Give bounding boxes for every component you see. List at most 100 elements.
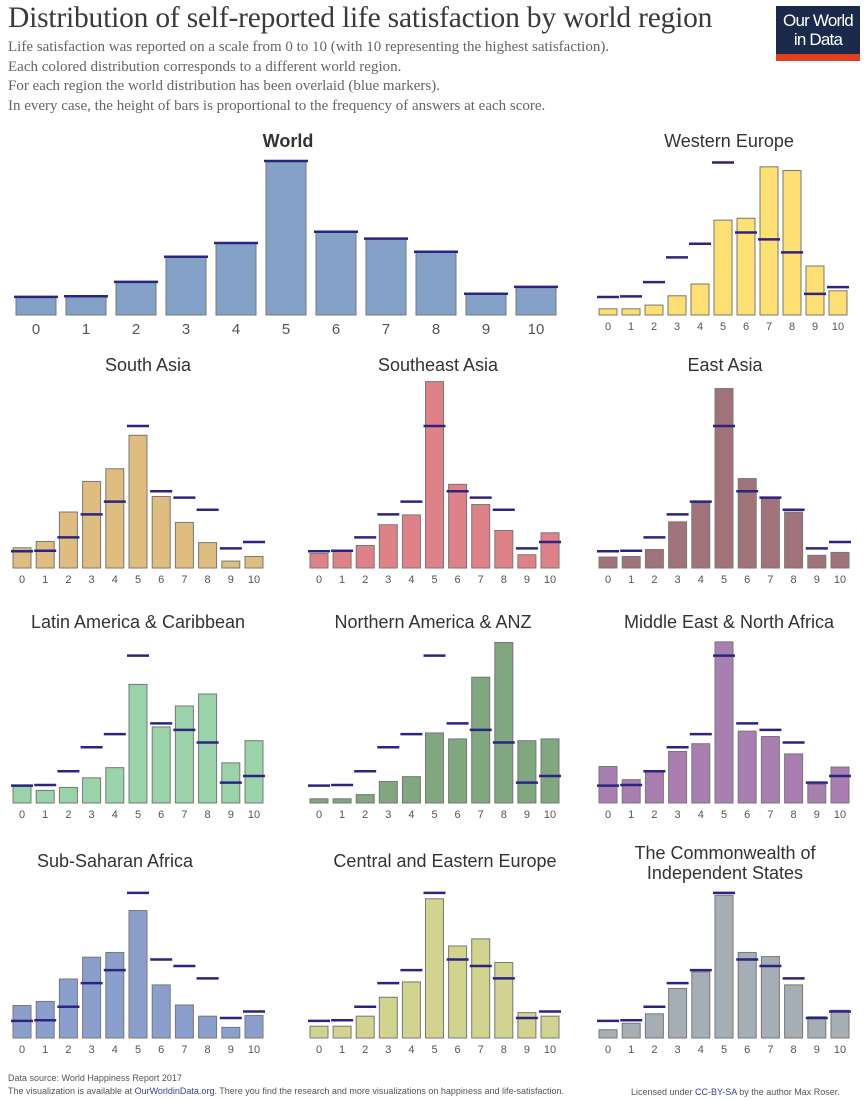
bar-5 — [714, 388, 734, 569]
owid-logo[interactable]: Our World in Data — [776, 6, 860, 61]
panel-title-east-asia: East Asia — [687, 355, 763, 375]
bar-0 — [12, 785, 32, 804]
tick-label: 7 — [767, 809, 773, 821]
tick-label: 4 — [112, 1044, 118, 1056]
footer-suffix: . There you find the research and more v… — [214, 1086, 564, 1096]
tick-label: 5 — [135, 574, 141, 586]
tick-label: 3 — [675, 809, 681, 821]
tick-label: 7 — [767, 574, 773, 586]
tick-label: 0 — [19, 574, 25, 586]
tick-label: 6 — [332, 321, 340, 338]
tick-label: 6 — [455, 574, 461, 586]
bar-8 — [198, 693, 218, 804]
tick-label: 7 — [767, 1044, 773, 1056]
bar-6 — [448, 945, 468, 1039]
bar-3 — [82, 480, 102, 569]
tick-label: 1 — [628, 1044, 634, 1056]
bar-8 — [784, 753, 804, 804]
chart-title: Distribution of self-reported life satis… — [8, 2, 713, 34]
bar-7 — [760, 736, 780, 804]
logo-line-2: in Data — [793, 30, 843, 49]
bar-7 — [471, 504, 491, 569]
bar-9 — [221, 560, 241, 569]
tick-label: 3 — [674, 321, 680, 333]
bar-10 — [515, 286, 557, 316]
panel-title-cis: The Commonwealth of Independent States — [634, 843, 815, 883]
bar-5 — [128, 683, 148, 804]
tick-label: 5 — [721, 1044, 727, 1056]
bar-4 — [401, 514, 421, 569]
tick-label: 6 — [744, 1044, 750, 1056]
license-link[interactable]: CC-BY-SA — [695, 1087, 737, 1097]
tick-label: 10 — [834, 1044, 846, 1056]
tick-label: 2 — [651, 574, 657, 586]
bar-10 — [540, 532, 560, 569]
bar-7 — [471, 676, 491, 804]
bar-2 — [58, 511, 78, 569]
tick-label: 1 — [339, 574, 345, 586]
subtitle-line-1: Life satisfaction was reported on a scal… — [8, 39, 610, 55]
bar-9 — [807, 554, 827, 569]
bar-8 — [782, 170, 802, 316]
bar-6 — [151, 726, 171, 804]
tick-label: 6 — [158, 574, 164, 586]
bar-8 — [784, 984, 804, 1039]
bar-1 — [332, 1025, 352, 1039]
bar-6 — [315, 231, 357, 316]
bar-2 — [644, 1013, 664, 1039]
tick-label: 3 — [385, 809, 391, 821]
panel-title-south-asia: South Asia — [104, 355, 192, 375]
bar-9 — [807, 1016, 827, 1039]
tick-label: 0 — [605, 321, 611, 333]
tick-label: 9 — [524, 809, 530, 821]
tick-label: 5 — [135, 809, 141, 821]
bar-5 — [425, 732, 444, 804]
tick-label: 2 — [651, 809, 657, 821]
tick-label: 6 — [743, 321, 749, 333]
tick-label: 0 — [605, 1044, 611, 1056]
tick-label: 5 — [431, 1044, 437, 1056]
bar-4 — [105, 951, 125, 1039]
tick-label: 2 — [362, 1044, 368, 1056]
bar-9 — [807, 783, 827, 804]
tick-label: 3 — [675, 574, 681, 586]
tick-label: 0 — [316, 1044, 322, 1056]
bar-5 — [425, 898, 444, 1039]
tick-label: 10 — [248, 1044, 260, 1056]
bar-5 — [128, 910, 148, 1039]
footer-license: Licensed under CC-BY-SA by the author Ma… — [631, 1087, 840, 1097]
tick-label: 4 — [408, 809, 414, 821]
tick-label: 5 — [721, 809, 727, 821]
tick-label: 0 — [605, 574, 611, 586]
tick-label: 3 — [89, 1044, 95, 1056]
tick-label: 6 — [158, 1044, 164, 1056]
bar-6 — [737, 951, 757, 1039]
tick-label: 8 — [791, 1044, 797, 1056]
bar-8 — [415, 251, 457, 316]
bar-1 — [332, 550, 352, 569]
bar-10 — [830, 766, 850, 804]
bar-8 — [494, 961, 514, 1039]
tick-label: 4 — [112, 574, 118, 586]
bar-2 — [644, 304, 664, 316]
bar-9 — [517, 554, 537, 569]
bar-3 — [668, 521, 688, 569]
bar-0 — [309, 1025, 329, 1039]
tick-label: 1 — [339, 809, 345, 821]
bar-0 — [598, 1029, 618, 1039]
tick-label: 4 — [698, 809, 704, 821]
panel-title-southeast-asia: Southeast Asia — [377, 355, 499, 375]
bar-8 — [494, 641, 514, 804]
tick-label: 3 — [385, 574, 391, 586]
bar-1 — [621, 308, 641, 316]
tick-label: 2 — [132, 321, 140, 338]
bar-8 — [198, 542, 218, 569]
tick-label: 4 — [112, 809, 118, 821]
bar-9 — [221, 1026, 241, 1039]
bar-5 — [128, 434, 148, 569]
bar-3 — [82, 777, 102, 804]
owid-link[interactable]: OurWorldinData.org — [134, 1086, 215, 1096]
tick-label: 2 — [651, 321, 657, 333]
tick-label: 9 — [482, 321, 490, 338]
